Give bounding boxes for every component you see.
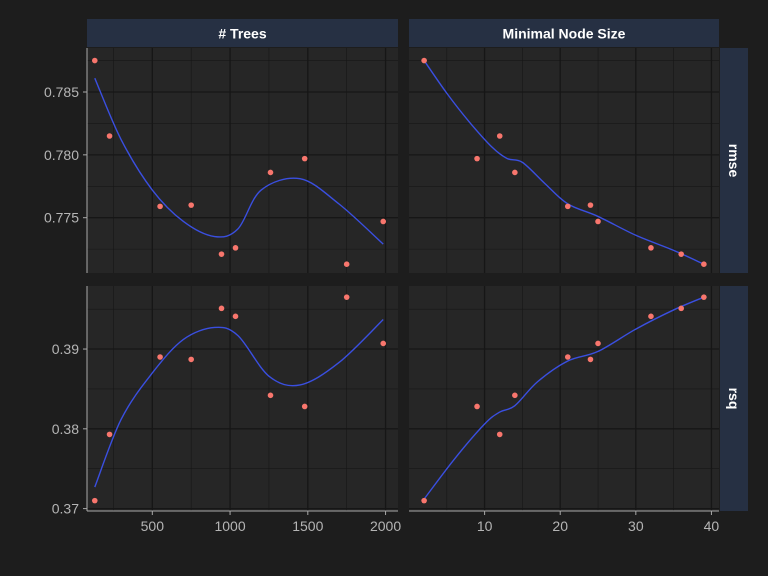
data-point-min_n-rmse-4 (678, 251, 684, 257)
data-point-trees-rsq-9 (380, 340, 387, 347)
data-point-min_n-rmse-7 (474, 155, 480, 162)
data-point-min_n-rsq-3 (587, 356, 594, 363)
y-tick-label-rsq: 0.37 (52, 501, 79, 517)
data-point-min_n-rmse-0 (421, 57, 427, 64)
data-point-trees-rsq-6 (267, 392, 274, 399)
smooth-line-trees-rsq (94, 319, 384, 488)
panels-layer (87, 48, 719, 511)
data-point-trees-rsq-5 (232, 313, 239, 320)
strip-label-rsq: rsq (726, 388, 742, 410)
data-point-trees-rsq-2 (157, 354, 163, 360)
x-tick-label-min_n: 30 (628, 518, 644, 534)
x-tick-label-trees: 2000 (370, 518, 401, 534)
data-point-trees-rmse-8 (343, 261, 350, 268)
data-point-min_n-rmse-1 (496, 133, 503, 139)
data-point-trees-rsq-8 (343, 294, 350, 300)
y-tick-label-rsq: 0.38 (52, 421, 79, 437)
data-point-min_n-rsq-9 (595, 340, 601, 347)
smooth-line-min_n-rmse (423, 60, 705, 265)
smooth-line-min_n-rsq (423, 296, 705, 500)
data-point-min_n-rsq-4 (678, 305, 684, 312)
data-point-min_n-rsq-0 (421, 497, 427, 504)
data-point-min_n-rmse-2 (564, 203, 571, 210)
data-point-min_n-rmse-9 (595, 218, 601, 225)
data-point-trees-rsq-1 (106, 431, 113, 438)
data-point-trees-rsq-4 (218, 305, 225, 312)
x-tick-label-trees: 1500 (292, 518, 323, 534)
panel-min_n-rmse (409, 48, 719, 273)
x-tick-label-min_n: 20 (552, 518, 568, 534)
data-point-min_n-rmse-8 (701, 261, 707, 268)
axes-layer: 0.775 0.780 0.785 0.37 0.38 0.39 500 1000 1500 20… (44, 48, 719, 534)
panel-background (87, 48, 398, 273)
data-point-trees-rmse-6 (267, 169, 274, 176)
strip-row-rmse (720, 48, 748, 273)
data-point-trees-rmse-4 (218, 251, 225, 257)
panel-background (409, 286, 719, 511)
data-point-min_n-rsq-5 (648, 313, 654, 320)
y-tick-label-rmse: 0.785 (44, 84, 79, 100)
x-tick-label-trees: 1000 (214, 518, 245, 534)
data-point-min_n-rmse-3 (587, 202, 594, 208)
strip-row-rsq (720, 286, 748, 511)
data-point-min_n-rmse-6 (512, 169, 518, 176)
x-tick-label-min_n: 40 (704, 518, 720, 534)
data-point-trees-rmse-7 (301, 155, 308, 162)
data-point-trees-rsq-7 (301, 403, 308, 410)
panel-trees-rsq (87, 286, 398, 511)
smooth-line-trees-rmse (94, 77, 384, 245)
x-tick-label-trees: 500 (141, 518, 165, 534)
data-point-min_n-rsq-2 (564, 354, 571, 360)
strip-label-min-n: Minimal Node Size (503, 26, 626, 42)
panel-min_n-rsq (409, 286, 719, 511)
data-point-min_n-rsq-6 (512, 392, 518, 399)
y-tick-label-rsq: 0.39 (52, 341, 79, 357)
strip-label-trees: # Trees (218, 26, 266, 42)
data-point-trees-rmse-5 (232, 245, 239, 251)
data-point-min_n-rsq-7 (474, 403, 480, 410)
data-point-trees-rmse-3 (188, 202, 194, 208)
x-tick-label-min_n: 10 (477, 518, 493, 534)
strip-column-trees (87, 19, 398, 47)
data-point-trees-rmse-0 (91, 57, 98, 64)
data-point-trees-rmse-2 (157, 203, 163, 210)
strip-label-rmse: rmse (726, 144, 742, 178)
data-point-trees-rsq-3 (188, 356, 194, 363)
panel-background (409, 48, 719, 273)
y-tick-label-rmse: 0.775 (44, 210, 79, 226)
data-point-trees-rmse-9 (380, 218, 387, 225)
data-point-trees-rsq-0 (91, 497, 98, 504)
data-point-min_n-rsq-1 (496, 431, 503, 438)
data-point-min_n-rsq-8 (701, 294, 707, 300)
panel-background (87, 286, 398, 511)
data-point-min_n-rmse-5 (648, 245, 654, 251)
strip-column-min-n (409, 19, 719, 47)
data-point-trees-rmse-1 (106, 133, 113, 139)
panel-trees-rmse (87, 48, 398, 273)
y-tick-label-rmse: 0.780 (44, 147, 79, 163)
